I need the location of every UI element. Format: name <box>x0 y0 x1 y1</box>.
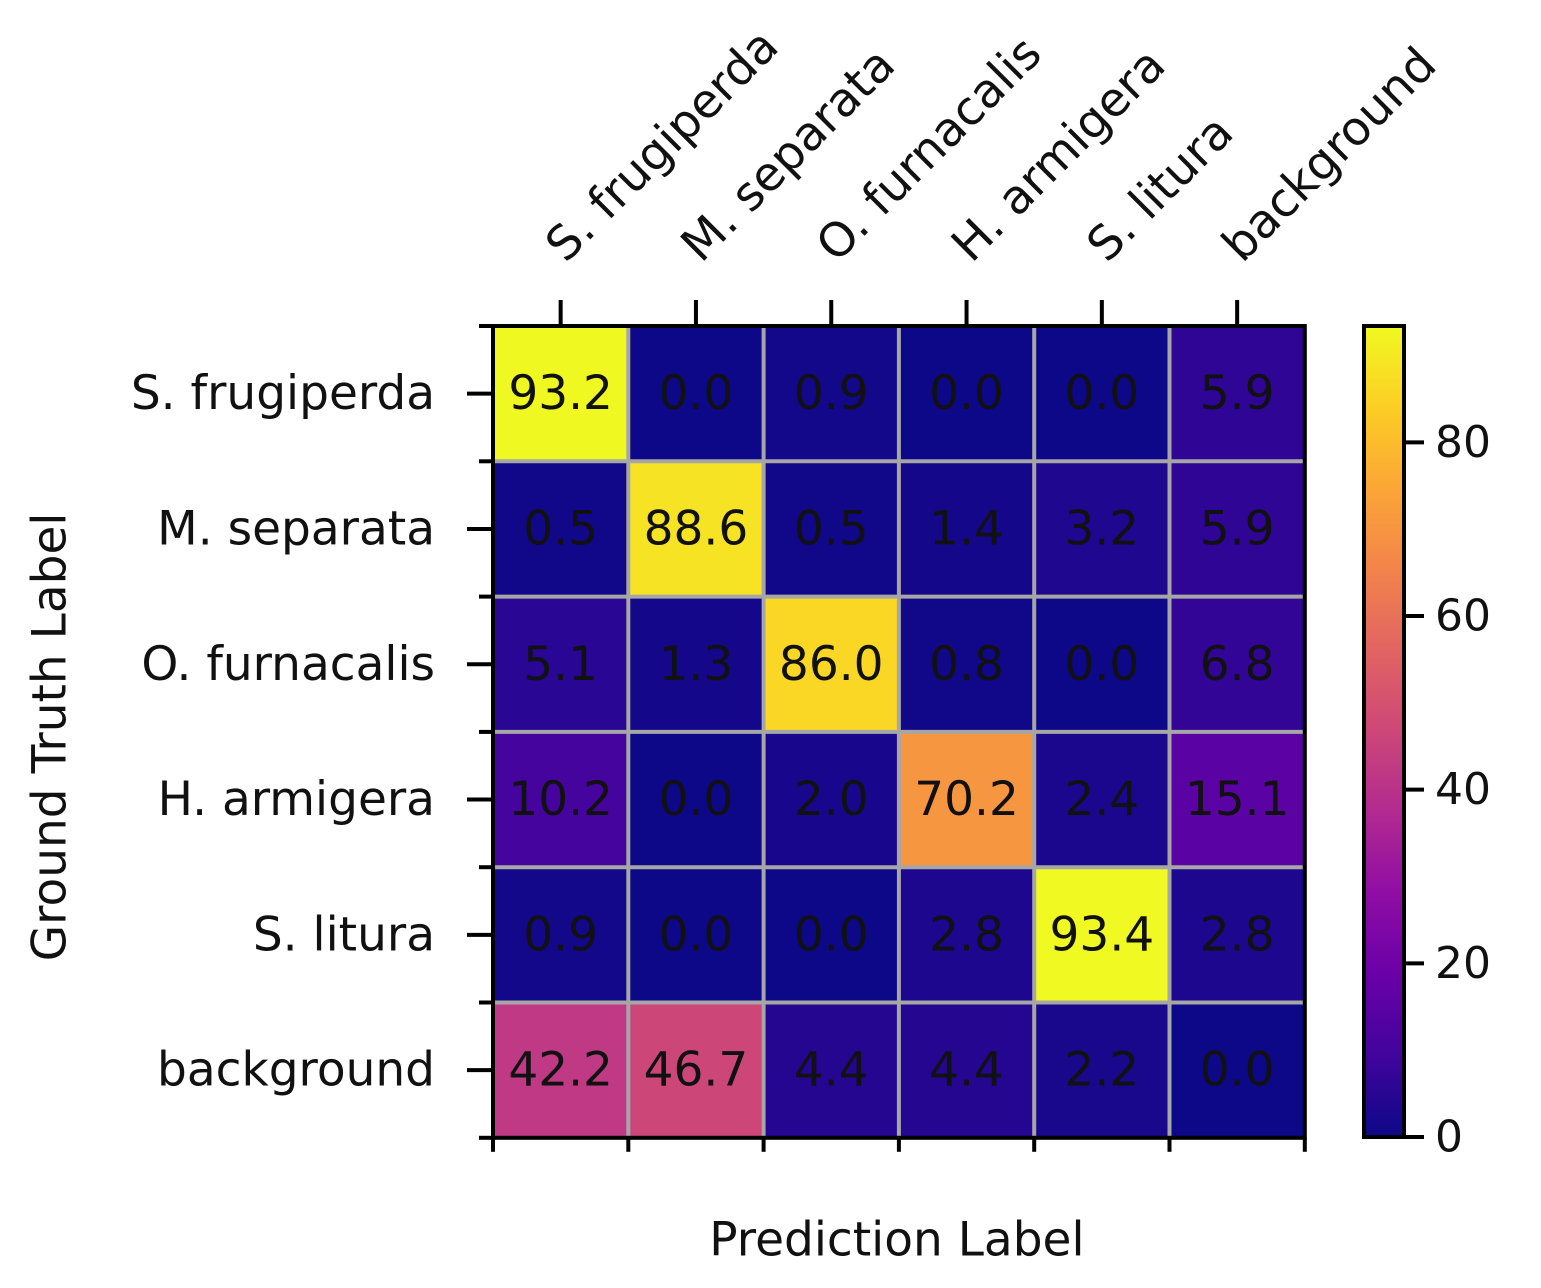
colorbar-tick-label: 40 <box>1435 764 1491 815</box>
colorbar-tick-label: 0 <box>1435 1112 1463 1163</box>
heatmap-cell-r5-c1 <box>628 1002 765 1139</box>
cell-value-label-r2-c0: 5.1 <box>523 637 598 692</box>
colorbar-gradient <box>1364 326 1404 1137</box>
heatmap-cell-r1-c2 <box>763 461 900 598</box>
heatmap-cell-r0-c5 <box>1169 326 1306 462</box>
heatmap-cell-r4-c1 <box>628 867 765 1003</box>
heatmap-cell-r4-c2 <box>763 867 900 1003</box>
y-tick-label: O. furnacalis <box>141 637 435 692</box>
heatmap-cell-r2-c4 <box>1034 596 1170 733</box>
cell-value-label-r4-c1: 0.0 <box>659 907 734 962</box>
cell-value-label-r3-c2: 2.0 <box>794 772 869 827</box>
y-tick-label: background <box>157 1043 435 1098</box>
cell-value-label-r5-c4: 2.2 <box>1064 1043 1139 1098</box>
heatmap-cell-r5-c0 <box>493 1002 629 1139</box>
y-tick-label: H. armigera <box>158 772 435 827</box>
cell-value-label-r0-c0: 93.2 <box>508 366 613 421</box>
cell-value-label-r3-c3: 70.2 <box>914 772 1019 827</box>
cell-value-label-r3-c4: 2.4 <box>1064 772 1139 827</box>
heatmap-cell-r4-c5 <box>1169 867 1306 1003</box>
heatmap-cell-r5-c2 <box>763 1002 900 1139</box>
heatmap-cell-r0-c2 <box>763 326 900 462</box>
cell-value-label-r1-c4: 3.2 <box>1064 501 1139 556</box>
heatmap-cell-r2-c3 <box>898 596 1035 733</box>
heatmap-cell-r2-c0 <box>493 596 629 733</box>
colorbar-frame <box>1362 324 1406 1139</box>
cell-value-label-r1-c5: 5.9 <box>1200 501 1275 556</box>
heatmap-cell-r3-c2 <box>763 731 900 868</box>
cell-value-label-r4-c5: 2.8 <box>1200 907 1275 962</box>
heatmap-cell-r0-c0 <box>493 326 629 462</box>
cell-value-label-r4-c4: 93.4 <box>1050 907 1155 962</box>
cell-value-label-r3-c5: 15.1 <box>1185 772 1290 827</box>
heatmap-cell-r0-c1 <box>628 326 765 462</box>
cell-value-label-r5-c1: 46.7 <box>644 1043 749 1098</box>
cell-value-label-r5-c2: 4.4 <box>794 1043 869 1098</box>
cell-value-label-r0-c5: 5.9 <box>1200 366 1275 421</box>
heatmap-cell-r4-c4 <box>1034 867 1170 1003</box>
y-tick-label: S. litura <box>253 907 435 962</box>
cell-value-label-r1-c1: 88.6 <box>644 501 749 556</box>
cell-value-label-r2-c5: 6.8 <box>1200 637 1275 692</box>
heatmap-cell-r5-c5 <box>1169 1002 1306 1139</box>
cell-value-label-r2-c2: 86.0 <box>779 637 884 692</box>
heatmap-cell-r3-c3 <box>898 731 1035 868</box>
heatmap-cell-r3-c1 <box>628 731 765 868</box>
x-tick-label: S. frugiperda <box>535 19 789 273</box>
cell-value-label-r0-c2: 0.9 <box>794 366 869 421</box>
cell-value-label-r4-c0: 0.9 <box>523 907 598 962</box>
cell-value-label-r2-c1: 1.3 <box>659 637 734 692</box>
heatmap-cell-r1-c4 <box>1034 461 1170 598</box>
cell-value-label-r0-c1: 0.0 <box>659 366 734 421</box>
heatmap-cell-r5-c4 <box>1034 1002 1170 1139</box>
cell-value-label-r4-c3: 2.8 <box>929 907 1004 962</box>
heatmap-cell-r1-c0 <box>493 461 629 598</box>
cell-value-label-r4-c2: 0.0 <box>794 907 869 962</box>
x-axis-title: Prediction Label <box>709 1213 1084 1268</box>
colorbar-tick-label: 80 <box>1435 417 1491 468</box>
x-tick-label: background <box>1212 37 1447 272</box>
cell-value-label-r3-c0: 10.2 <box>508 772 613 827</box>
heatmap-cell-r5-c3 <box>898 1002 1035 1139</box>
cell-value-label-r2-c4: 0.0 <box>1064 637 1139 692</box>
heatmap-cell-r0-c3 <box>898 326 1035 462</box>
heatmap-cell-r1-c3 <box>898 461 1035 598</box>
heatmap-cell-r2-c2 <box>763 596 900 733</box>
cell-value-label-r5-c5: 0.0 <box>1200 1043 1275 1098</box>
cell-value-label-r1-c3: 1.4 <box>929 501 1004 556</box>
cell-value-label-r0-c4: 0.0 <box>1064 366 1139 421</box>
heatmap-cell-r1-c5 <box>1169 461 1306 598</box>
heatmap-cell-r3-c5 <box>1169 731 1306 868</box>
heatmap-cell-r2-c5 <box>1169 596 1306 733</box>
heatmap-cell-r4-c0 <box>493 867 629 1003</box>
cell-value-label-r3-c1: 0.0 <box>659 772 734 827</box>
cell-value-label-r1-c2: 0.5 <box>794 501 869 556</box>
heatmap-cell-r4-c3 <box>898 867 1035 1003</box>
cell-value-label-r2-c3: 0.8 <box>929 637 1004 692</box>
heatmap-cell-r1-c1 <box>628 461 765 598</box>
cell-value-label-r5-c0: 42.2 <box>508 1043 613 1098</box>
y-tick-label: S. frugiperda <box>131 366 435 421</box>
cell-value-label-r5-c3: 4.4 <box>929 1043 1004 1098</box>
y-axis-title: Ground Truth Label <box>23 513 78 962</box>
y-tick-label: M. separata <box>157 501 435 556</box>
colorbar-tick-label: 60 <box>1435 591 1491 642</box>
cell-value-label-r1-c0: 0.5 <box>523 501 598 556</box>
heatmap-cell-r3-c4 <box>1034 731 1170 868</box>
colorbar-tick-label: 20 <box>1435 938 1491 989</box>
heatmap-cell-r0-c4 <box>1034 326 1170 462</box>
heatmap-cell-r3-c0 <box>493 731 629 868</box>
cell-value-label-r0-c3: 0.0 <box>929 366 1004 421</box>
heatmap-cell-r2-c1 <box>628 596 765 733</box>
